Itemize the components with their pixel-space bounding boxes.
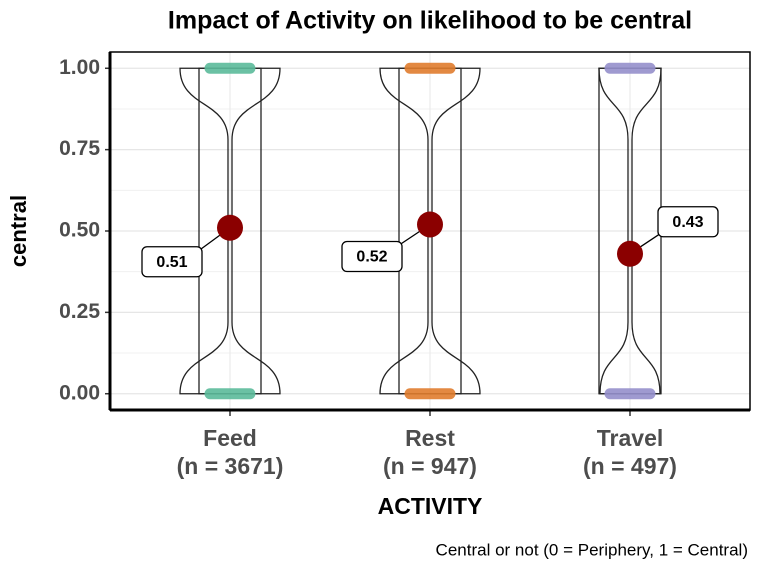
- y-tick-label: 0.75: [59, 137, 100, 160]
- y-tick-label: 1.00: [59, 56, 100, 79]
- y-tick-label: 0.00: [59, 381, 100, 404]
- x-tick-label: Rest: [405, 425, 455, 451]
- data-label: 0.43: [672, 214, 703, 231]
- y-tick-label: 0.50: [59, 219, 100, 242]
- mean-point: [617, 240, 643, 267]
- violin: [179, 67, 281, 395]
- label-box: [657, 206, 719, 238]
- label-box: [341, 240, 403, 273]
- x-tick-label: Travel: [597, 425, 664, 451]
- x-tick-sublabel: (n = 497): [583, 453, 677, 479]
- x-tick-label: Feed: [203, 425, 257, 451]
- data-label: 0.51: [156, 254, 187, 271]
- y-tick-label: 0.25: [59, 300, 100, 323]
- caption: Central or not (0 = Periphery, 1 = Centr…: [436, 540, 748, 559]
- data-label: 0.52: [356, 249, 387, 266]
- x-axis-label: ACTIVITY: [378, 493, 483, 519]
- chart-title: Impact of Activity on likelihood to be c…: [168, 7, 692, 35]
- mean-point: [217, 214, 243, 241]
- mean-point: [417, 211, 443, 238]
- x-tick-sublabel: (n = 947): [383, 453, 477, 479]
- violin: [379, 67, 481, 395]
- y-axis-label: central: [6, 195, 31, 267]
- label-box: [141, 246, 203, 278]
- x-tick-sublabel: (n = 3671): [177, 453, 284, 479]
